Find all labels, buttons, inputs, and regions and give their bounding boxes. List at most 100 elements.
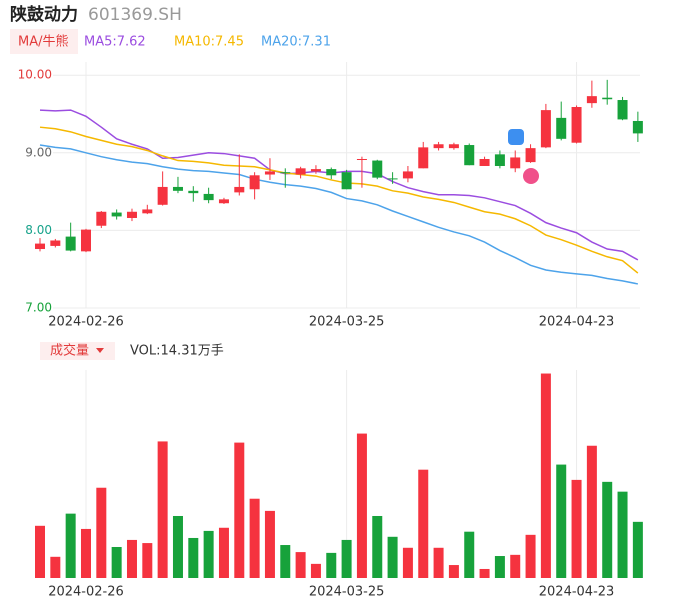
candle-body [341,172,352,190]
candle-body [586,96,597,104]
x-tick-label: 2024-02-26 [48,315,124,330]
ma-legend: MA5:7.62 [84,35,146,50]
candle-body [35,243,45,250]
ma-line [39,109,639,261]
volume-bar [35,525,45,578]
volume-bar [540,373,551,578]
stock-name: 陕鼓动力 [10,4,78,25]
volume-bar [356,433,367,578]
candle-body [525,148,536,163]
volume-bar [341,539,352,578]
candle-body [494,154,505,166]
ma-line [39,144,639,285]
candle-body [80,229,91,252]
volume-bar [310,563,321,578]
candle-body [433,144,444,149]
event-icons [508,129,539,184]
candle-body [65,236,76,251]
candle-body [264,171,275,175]
ma-line [39,126,639,274]
candle-body [203,193,214,201]
candle-body [556,117,567,139]
volume-bar [464,531,475,578]
volume-bar [218,527,229,578]
stock-code: 601369.SH [88,5,182,25]
candle-body [50,240,61,246]
volume-bar [402,547,413,578]
volume-bar [617,491,628,578]
candle-body [111,212,122,217]
volume-bar [632,521,643,578]
candle-body [172,186,183,191]
candle-body [448,144,459,149]
candle-body [234,186,245,193]
volume-bar [80,528,91,578]
candle-body [617,100,628,120]
volume-bar [50,556,61,578]
x-tick-label: 2024-02-26 [48,585,124,600]
candle-body [126,211,137,218]
candle-body [402,171,413,179]
dropdown-arrow[interactable] [96,348,104,353]
y-tick-label: 10.00 [18,68,52,82]
volume-bar [188,537,199,578]
ma-toggle-bg[interactable] [10,29,78,54]
candle-body [540,110,551,148]
volume-bar [602,481,613,578]
volume-bar [96,487,107,578]
y-tick-label: 9.00 [25,145,52,159]
candle-body [418,147,429,169]
volume-toggle-bg[interactable] [40,342,115,360]
volume-bar [126,539,137,578]
x-tick-label: 2024-03-25 [309,585,385,600]
badge-icon [508,129,524,145]
volume-bar [556,464,567,578]
volume-bar [157,441,168,578]
candle-body [280,172,291,174]
volume-toggle[interactable]: 成交量 [50,343,89,359]
ma-legend: MA20:7.31 [261,35,331,50]
volume-bar [172,515,183,578]
volume-label: VOL:14.31万手 [130,344,224,359]
volume-bar [586,445,597,578]
volume-bar [280,545,291,578]
candle-body [249,175,260,190]
volume-bar [510,554,521,578]
volume-bar [249,498,260,578]
x-tick-label: 2024-03-25 [309,315,385,330]
candle-body [326,169,337,176]
candle-body [372,160,383,178]
x-tick-label: 2024-04-23 [539,585,615,600]
candle-body [571,107,582,143]
volume-bar [525,534,536,578]
candle-body [510,157,521,169]
volume-bar [234,442,245,578]
candle-body [602,97,613,100]
candle-body [464,145,475,166]
volume-bar [372,515,383,578]
ma-toggle[interactable]: MA/牛熊 [18,34,69,50]
candle-body [387,178,398,180]
volume-bar [418,469,429,578]
volume-bar [142,543,153,578]
volume-bar [433,547,444,578]
volume-bar [448,565,459,578]
candle-body [356,159,367,161]
candle-body [310,169,321,172]
volume-bar [264,510,275,578]
candle-body [218,199,229,204]
candle-body [142,209,153,214]
candle-body [632,120,643,134]
volume-bar [111,546,122,578]
y-tick-label: 7.00 [25,301,52,315]
candle-body [479,159,490,166]
y-tick-label: 8.00 [25,223,52,237]
volume-bar [494,556,505,578]
ma-legend: MA10:7.45 [174,35,244,50]
volume-bar [203,530,214,578]
candle-body [295,168,306,175]
volume-bar [326,552,337,578]
candle-body [188,190,199,194]
